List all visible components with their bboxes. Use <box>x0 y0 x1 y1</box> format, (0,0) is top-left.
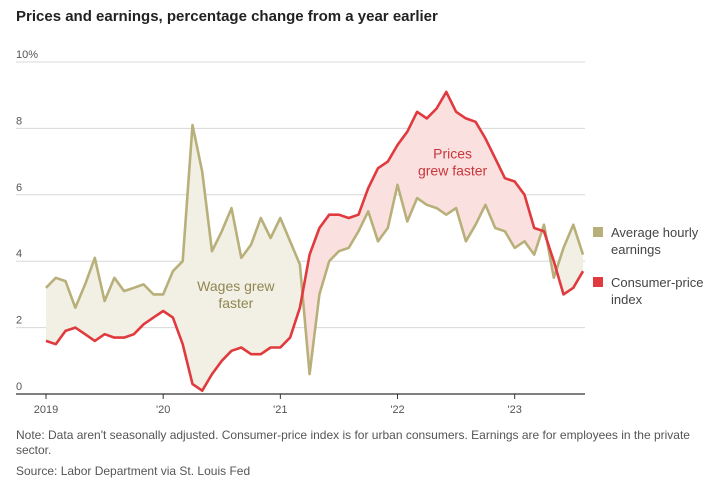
legend-label-earnings: Average hourly earnings <box>611 225 699 257</box>
x-tick-label: '20 <box>156 404 170 416</box>
y-tick-label: 8 <box>16 115 22 127</box>
legend-swatch-cpi <box>593 277 603 287</box>
line-chart: 0 2 4 6 8 10% 2019 '20 '21 '22 '23 Wages grew fast… <box>16 49 703 416</box>
series-lines <box>45 90 585 392</box>
legend: Average hourly earnings Consumer-price inde… <box>593 225 703 307</box>
y-tick-label: 6 <box>16 182 22 194</box>
legend-label-cpi: Consumer-price index <box>611 275 703 307</box>
x-axis: 2019 '20 '21 '22 '23 <box>16 393 585 416</box>
wages-faster-area-0 <box>46 125 303 391</box>
annotations: Wages grew faster Prices grew faster <box>197 145 487 311</box>
x-tick-label: 2019 <box>34 404 58 416</box>
cpi-line <box>45 90 585 392</box>
chart-note: Note: Data aren't seasonally adjusted. C… <box>16 428 690 457</box>
annotation-cpi: Prices grew faster <box>418 145 488 178</box>
prices-faster-area-1 <box>302 91 542 375</box>
x-tick-label: '21 <box>273 404 287 416</box>
x-tick-label: '23 <box>508 404 522 416</box>
chart-title: Prices and earnings, percentage change f… <box>16 8 438 25</box>
x-tick-label: '22 <box>390 404 404 416</box>
y-tick-label: 2 <box>16 315 22 327</box>
y-tick-label: 0 <box>16 381 22 393</box>
legend-swatch-earnings <box>593 227 603 237</box>
y-tick-label: 10% <box>16 49 38 61</box>
annotation-earnings: Wages grew faster <box>197 278 275 311</box>
chart-source: Source: Labor Department via St. Louis F… <box>16 464 251 478</box>
earnings-line <box>45 123 585 376</box>
y-tick-label: 4 <box>16 248 22 260</box>
wages-faster-area-4 <box>556 224 583 295</box>
